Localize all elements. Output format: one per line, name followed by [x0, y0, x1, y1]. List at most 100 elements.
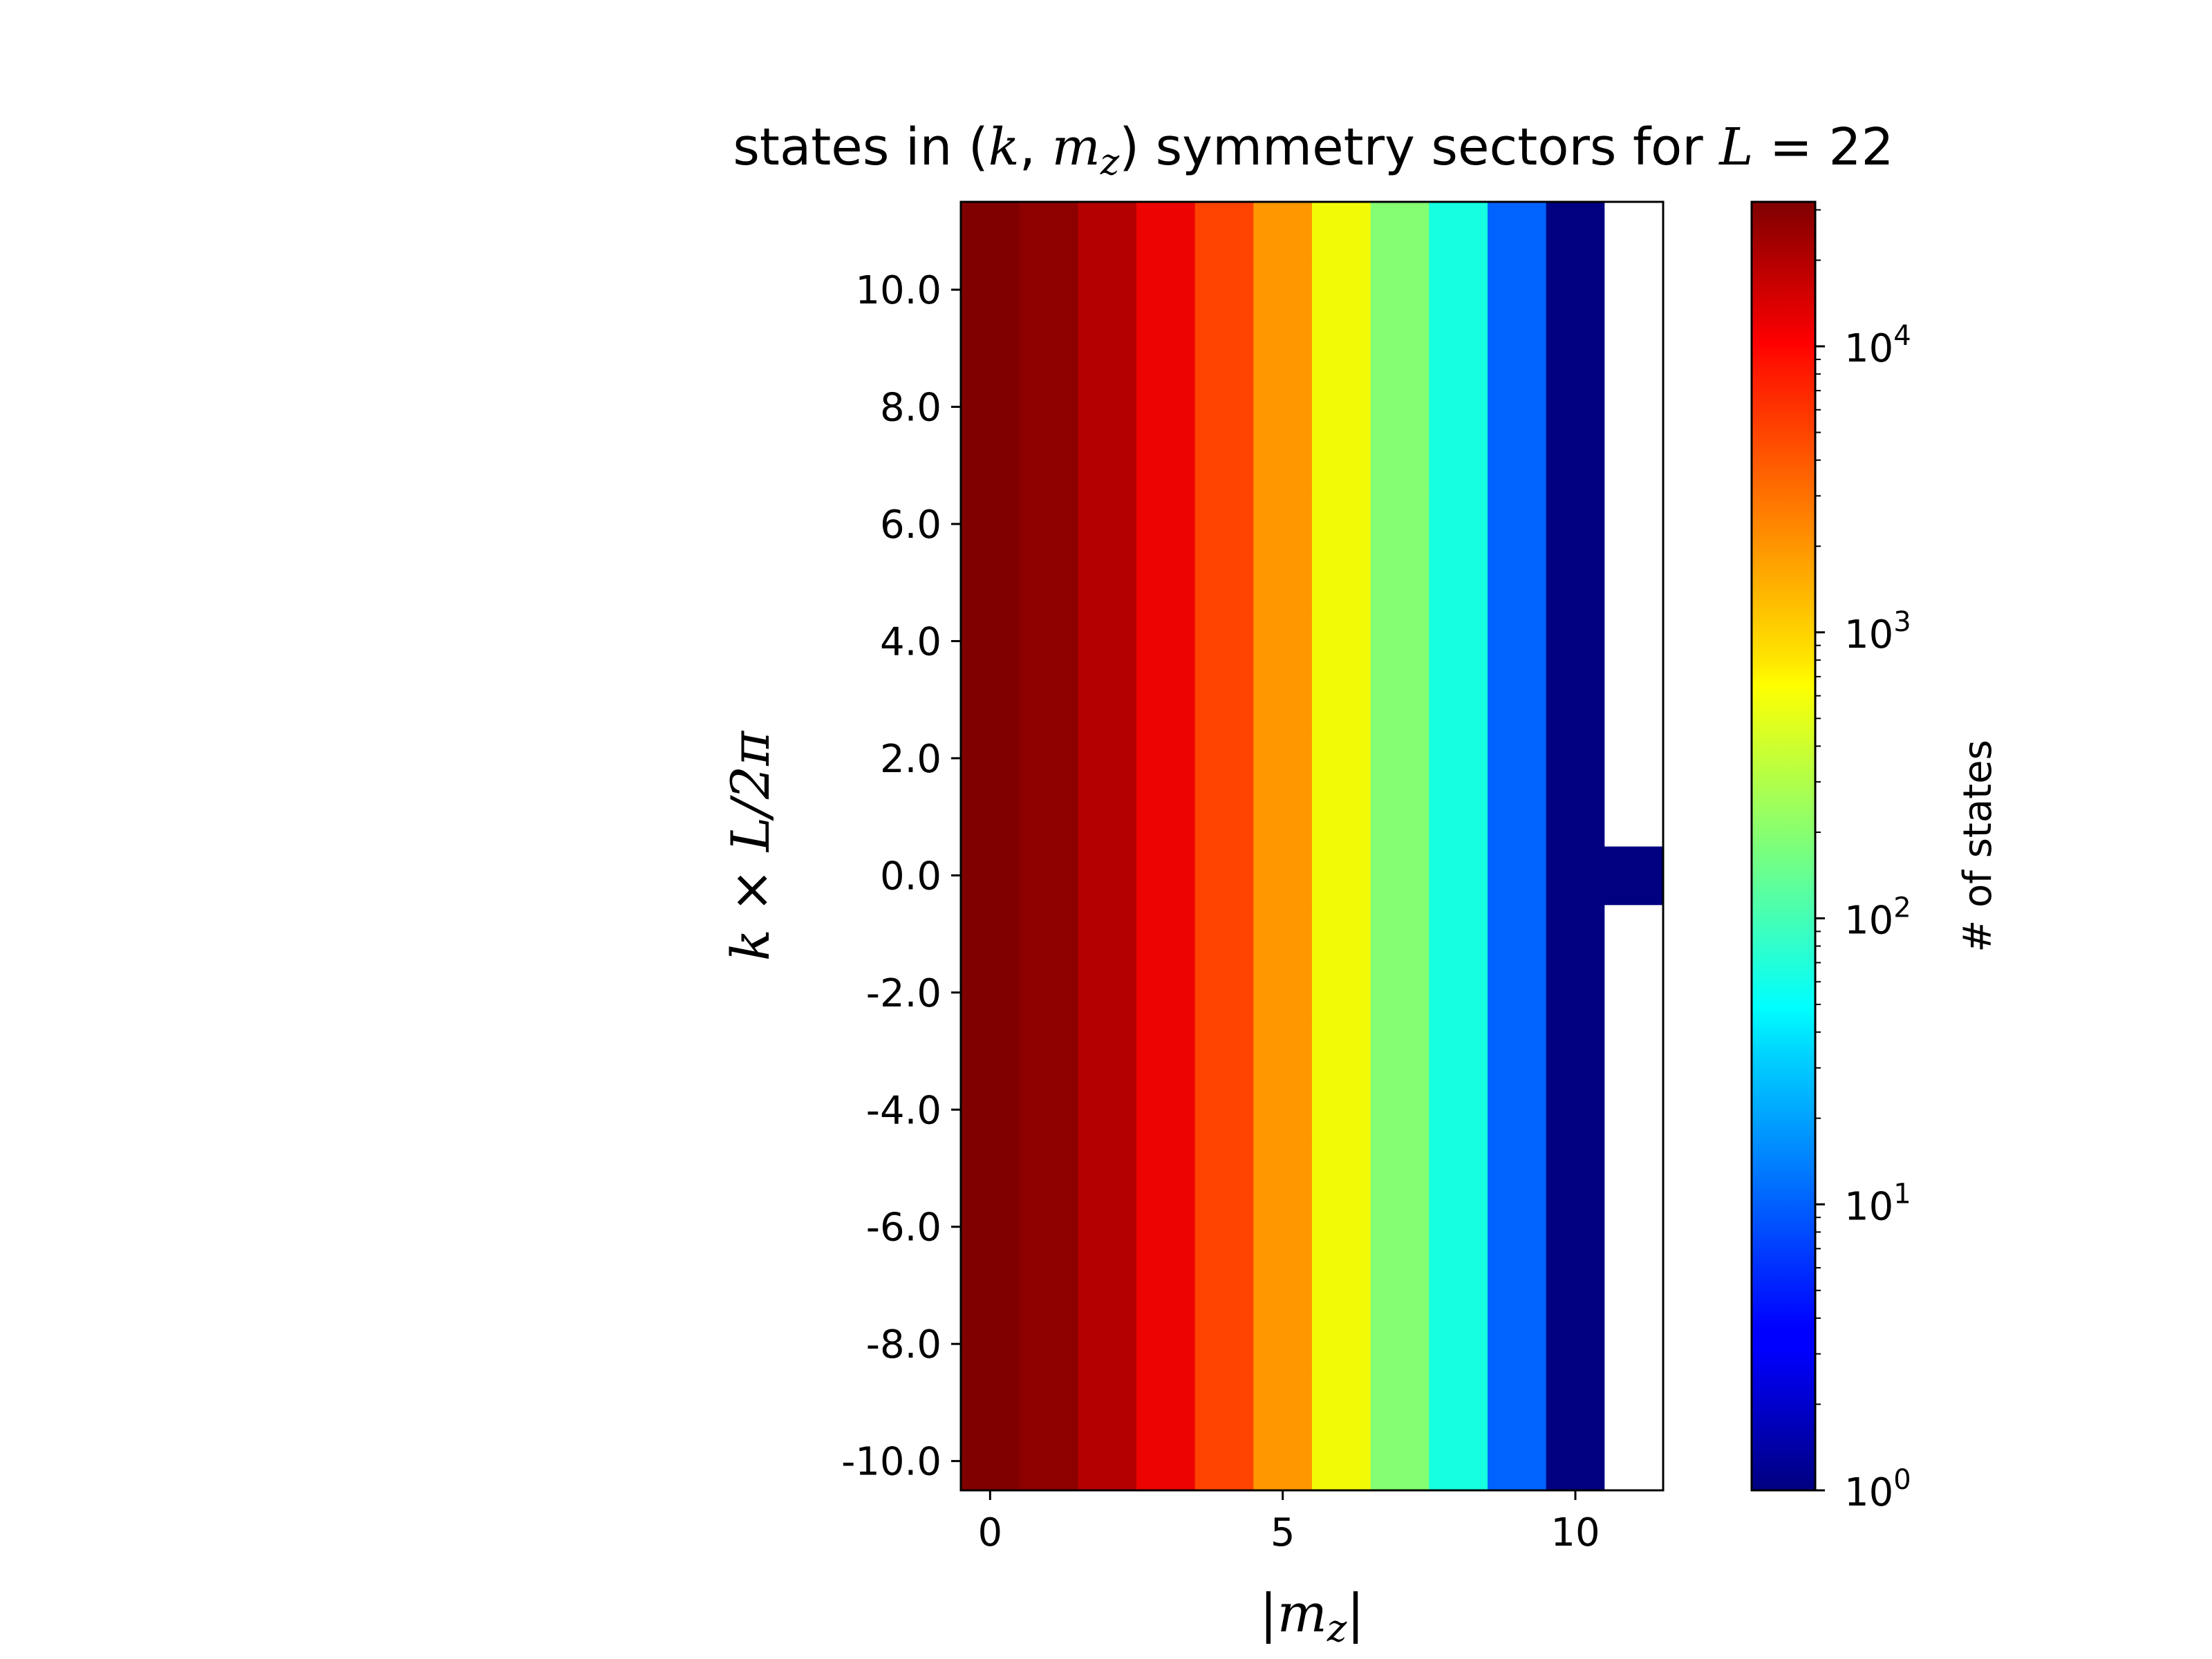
- heatmap-cell: [1604, 494, 1664, 554]
- heatmap-cell: [1604, 1022, 1664, 1081]
- y-tick-label: 8.0: [880, 386, 941, 431]
- heatmap-cell: [1253, 260, 1313, 320]
- heatmap-cell: [1546, 1080, 1605, 1140]
- heatmap-cell: [1312, 1138, 1371, 1198]
- heatmap-cell: [1546, 319, 1605, 378]
- heatmap-cell: [961, 670, 1020, 730]
- heatmap-cell: [1370, 1138, 1430, 1198]
- heatmap-cell: [1194, 846, 1254, 906]
- heatmap-cell: [1488, 787, 1547, 847]
- heatmap-cell: [961, 1373, 1020, 1432]
- x-tick-label: 0: [978, 1510, 1003, 1555]
- heatmap-cell: [1429, 1022, 1488, 1081]
- colorbar-tick-label: 100: [1844, 1464, 1911, 1515]
- heatmap-cell: [1370, 1314, 1430, 1374]
- heatmap-cell: [1078, 612, 1137, 671]
- heatmap-cell: [1370, 1080, 1430, 1140]
- heatmap-cell: [1078, 1432, 1137, 1491]
- heatmap-cell: [1370, 494, 1430, 554]
- heatmap-cell: [1370, 260, 1430, 320]
- heatmap-cell: [1429, 435, 1488, 496]
- heatmap-cell: [1488, 612, 1547, 671]
- heatmap-cell: [1546, 1314, 1605, 1374]
- heatmap-cell: [1194, 1314, 1254, 1374]
- heatmap-cell: [1253, 553, 1313, 612]
- heatmap-cell: [1546, 1197, 1605, 1257]
- heatmap-cell: [1370, 553, 1430, 612]
- heatmap-cell: [1194, 202, 1254, 261]
- heatmap-cell: [1546, 846, 1605, 906]
- heatmap-cell: [1488, 904, 1547, 964]
- heatmap-cell: [1136, 1432, 1196, 1491]
- heatmap-cell: [1370, 1432, 1430, 1491]
- heatmap-cell: [1488, 1022, 1547, 1081]
- heatmap-cell: [1429, 1256, 1488, 1315]
- heatmap-cell: [961, 202, 1020, 261]
- heatmap-cell: [1546, 202, 1605, 261]
- heatmap-cell: [1429, 670, 1488, 730]
- heatmap-cell: [1546, 553, 1605, 612]
- heatmap-cell: [1136, 904, 1196, 964]
- heatmap-cell: [1078, 1022, 1137, 1081]
- heatmap-cell: [1312, 1197, 1371, 1257]
- heatmap-cell: [1312, 377, 1371, 437]
- heatmap-cell: [1253, 1373, 1313, 1432]
- heatmap-cell: [1253, 1197, 1313, 1257]
- heatmap-cell: [1370, 612, 1430, 671]
- heatmap-cell: [1019, 319, 1078, 378]
- x-axis-ticks: 0 5 10: [978, 1490, 1600, 1555]
- heatmap-cell: [1312, 1432, 1371, 1491]
- heatmap-cell: [1429, 612, 1488, 671]
- heatmap-cell: [1429, 846, 1488, 906]
- heatmap-cell: [1604, 612, 1664, 671]
- heatmap-cell: [1194, 319, 1254, 378]
- heatmap-cell: [1370, 319, 1430, 378]
- heatmap-cell: [1253, 202, 1313, 261]
- heatmap-cell: [1488, 319, 1547, 378]
- heatmap-cell: [1604, 729, 1664, 788]
- heatmap-cell: [1429, 202, 1488, 261]
- heatmap-cell: [1136, 494, 1196, 554]
- heatmap-cell: [1370, 1022, 1430, 1081]
- heatmap-cell: [1078, 1314, 1137, 1374]
- heatmap-cell: [1429, 319, 1488, 378]
- heatmap-cell: [961, 1256, 1020, 1315]
- heatmap-cell: [1078, 729, 1137, 788]
- heatmap-cell: [1546, 963, 1605, 1022]
- heatmap-cell: [1488, 377, 1547, 437]
- heatmap-cell: [1312, 729, 1371, 788]
- heatmap-cell: [1604, 1138, 1664, 1198]
- colorbar: [1750, 200, 1817, 1492]
- heatmap-cell: [1312, 963, 1371, 1022]
- heatmap-cell: [1136, 1138, 1196, 1198]
- y-axis-ticks: 10.0 8.0 6.0 4.0 2.0 0.0 -2.0 -4.0 -6.0 -8.0 -10.0: [841, 268, 961, 1485]
- heatmap-cell: [1488, 1138, 1547, 1198]
- heatmap-cell: [1546, 435, 1605, 496]
- colorbar-tick-label: 103: [1844, 606, 1911, 657]
- heatmap-cell: [1078, 1197, 1137, 1257]
- heatmap-cell: [1019, 435, 1078, 496]
- heatmap-cell: [1312, 1373, 1371, 1432]
- heatmap-cell: [1194, 260, 1254, 320]
- heatmap-cell: [1078, 846, 1137, 906]
- heatmap-cell: [1370, 1197, 1430, 1257]
- heatmap-cell: [1019, 729, 1078, 788]
- heatmap-cell: [1312, 553, 1371, 612]
- heatmap-cell: [961, 1022, 1020, 1081]
- heatmap-cell: [1019, 846, 1078, 906]
- heatmap-cell: [1488, 435, 1547, 496]
- heatmap-cell: [1136, 787, 1196, 847]
- heatmap-cell: [1604, 1314, 1664, 1374]
- y-tick-label: 10.0: [855, 268, 941, 313]
- heatmap-cell: [961, 1314, 1020, 1374]
- heatmap-cell: [961, 904, 1020, 964]
- heatmap-cell: [1488, 260, 1547, 320]
- heatmap-cell: [1194, 1080, 1254, 1140]
- heatmap-cell: [1370, 435, 1430, 496]
- heatmap-cell: [1312, 787, 1371, 847]
- heatmap-cell: [1604, 319, 1664, 378]
- heatmap-cell: [1546, 787, 1605, 847]
- heatmap-cell: [1194, 553, 1254, 612]
- heatmap-cell: [1429, 1314, 1488, 1374]
